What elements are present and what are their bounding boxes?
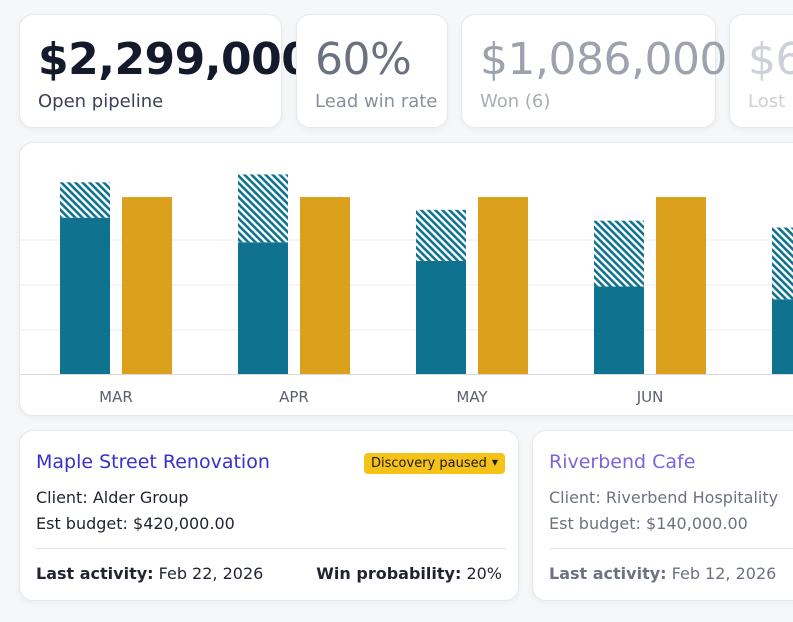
last-activity-label: Last activity: [36,564,154,583]
last-activity-value: Feb 22, 2026 [158,564,264,583]
kpi-label: Open pipeline [38,91,164,112]
chart-card: MARAPRMAYJUNJUL [19,142,793,416]
win-probability-value: 20% [466,564,502,583]
x-tick-label: MAR [99,388,133,406]
status-label: Discovery paused [371,456,487,471]
last-activity: Last activity: Feb 12, 2026 [549,564,776,584]
bar-committed [594,286,644,374]
kpi-value: 60% [315,34,412,85]
bar-weighted-pipeline [594,220,644,287]
deal-card[interactable]: Riverbend Cafe Client: Riverbend Hospita… [532,430,793,601]
kpi-card-lost[interactable]: $6 Lost [729,14,793,128]
kpi-label: Lost [748,91,786,112]
bar-weighted-pipeline [772,227,793,300]
deal-title[interactable]: Riverbend Cafe [549,451,696,473]
kpi-value: $1,086,000 [480,34,727,85]
client-value: Alder Group [92,488,189,507]
bar-target [300,197,350,374]
status-badge[interactable]: Discovery paused ▼ [364,453,505,474]
bar-target [478,197,528,374]
bar-weighted-pipeline [60,182,110,218]
client-line: Client: Riverbend Hospitality [549,488,778,508]
bar-committed [416,260,466,374]
kpi-card-won[interactable]: $1,086,000 Won (6) [461,14,727,128]
client-label: Client: [36,488,88,507]
client-line: Client: Alder Group [36,488,189,508]
bar-weighted-pipeline [416,209,466,261]
budget-value: $420,000.00 [133,514,235,533]
kpi-value: $6 [748,34,793,85]
budget-label: Est budget: [549,514,641,533]
budget-label: Est budget: [36,514,128,533]
x-tick-label: MAY [456,388,488,406]
kpi-label: Lead win rate [315,91,438,112]
caret-down-icon: ▼ [491,458,498,467]
x-tick-label: APR [279,388,309,406]
bar-committed [772,299,793,374]
kpi-label: Won (6) [480,91,551,112]
deal-card[interactable]: Maple Street Renovation Discovery paused… [19,430,519,601]
budget-value: $140,000.00 [646,514,748,533]
bar-committed [238,242,288,374]
kpi-value: $2,299,000 [38,34,312,85]
kpi-card-lead-win-rate[interactable]: 60% Lead win rate [296,14,448,128]
bar-target [656,197,706,374]
divider [549,548,793,549]
pipeline-bar-chart: MARAPRMAYJUNJUL [20,174,793,406]
client-label: Client: [549,488,601,507]
last-activity-label: Last activity: [549,564,667,583]
budget-line: Est budget: $140,000.00 [549,514,748,534]
budget-line: Est budget: $420,000.00 [36,514,235,534]
win-probability: Win probability: 20% [316,564,502,584]
last-activity-value: Feb 12, 2026 [671,564,777,583]
client-value: Riverbend Hospitality [605,488,779,507]
bar-committed [60,217,110,374]
last-activity: Last activity: Feb 22, 2026 [36,564,263,584]
x-tick-label: JUN [636,388,664,406]
deal-title[interactable]: Maple Street Renovation [36,451,270,473]
kpi-card-open-pipeline[interactable]: $2,299,000 Open pipeline [19,14,312,128]
bar-target [122,197,172,374]
bar-weighted-pipeline [238,174,288,243]
win-probability-label: Win probability: [316,564,462,583]
divider [36,548,506,549]
